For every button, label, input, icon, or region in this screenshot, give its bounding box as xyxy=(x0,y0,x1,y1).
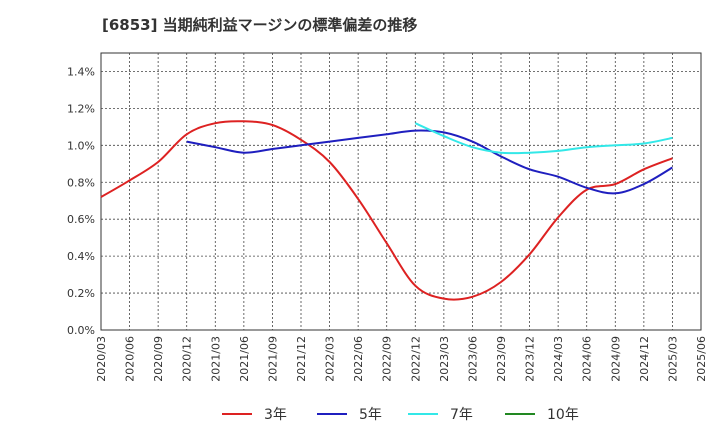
legend-label: 3年 xyxy=(264,407,287,423)
y-tick-label: 1.0% xyxy=(67,139,95,152)
x-tick-label: 2023/06 xyxy=(466,336,479,382)
x-tick-label: 2022/09 xyxy=(381,336,394,382)
x-tick-label: 2021/06 xyxy=(238,336,251,382)
y-tick-label: 0.8% xyxy=(67,176,95,189)
x-tick-label: 2020/06 xyxy=(124,336,137,382)
series-line-7年 xyxy=(414,122,673,155)
x-tick-label: 2021/09 xyxy=(266,336,279,382)
x-tick-label: 2024/03 xyxy=(552,336,565,382)
x-tick-label: 2023/12 xyxy=(524,336,537,382)
x-tick-label: 2021/12 xyxy=(295,336,308,382)
x-tick-label: 2021/03 xyxy=(209,336,222,382)
x-tick-label: 2022/12 xyxy=(409,336,422,382)
x-tick-label: 2024/06 xyxy=(581,336,594,382)
y-tick-label: 0.2% xyxy=(67,287,95,300)
x-tick-label: 2024/12 xyxy=(638,336,651,382)
x-tick-label: 2024/09 xyxy=(609,336,622,382)
x-tick-label: 2025/03 xyxy=(666,336,679,382)
legend-label: 10年 xyxy=(547,407,579,423)
series-line-3年 xyxy=(100,120,673,301)
x-tick-label: 2020/12 xyxy=(181,336,194,382)
chart-title: [6853] 当期純利益マージンの標準偏差の推移 xyxy=(102,16,418,34)
y-tick-label: 0.4% xyxy=(67,250,95,263)
plot-area xyxy=(100,52,702,331)
y-tick-label: 0.0% xyxy=(67,324,95,337)
y-tick-label: 1.2% xyxy=(67,102,95,115)
x-tick-label: 2023/09 xyxy=(495,336,508,382)
x-tick-label: 2020/09 xyxy=(152,336,165,382)
legend-label: 7年 xyxy=(450,407,473,423)
x-tick-label: 2025/06 xyxy=(695,336,708,382)
x-tick-label: 2023/03 xyxy=(438,336,451,382)
x-tick-label: 2022/03 xyxy=(324,336,337,382)
y-tick-label: 1.4% xyxy=(67,65,95,78)
y-tick-label: 0.6% xyxy=(67,213,95,226)
legend-label: 5年 xyxy=(359,407,382,423)
x-tick-label: 2020/03 xyxy=(95,336,108,382)
x-tick-label: 2022/06 xyxy=(352,336,365,382)
